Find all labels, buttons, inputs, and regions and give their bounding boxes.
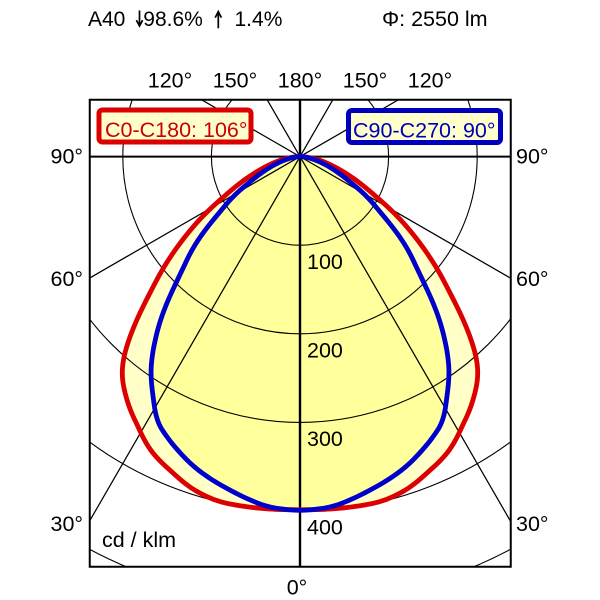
svg-text:150°: 150°	[213, 69, 257, 93]
svg-text:30°: 30°	[516, 512, 549, 536]
svg-text:98.6%: 98.6%	[143, 8, 203, 31]
svg-text:300: 300	[307, 427, 343, 451]
svg-text:200: 200	[307, 338, 343, 362]
svg-text:60°: 60°	[516, 267, 549, 291]
svg-text:A40: A40	[88, 8, 125, 31]
svg-text:cd / klm: cd / klm	[102, 528, 176, 552]
svg-text:0°: 0°	[287, 576, 308, 600]
svg-text:90°: 90°	[50, 145, 83, 169]
svg-text:150°: 150°	[343, 69, 387, 93]
svg-text:100: 100	[307, 250, 343, 274]
svg-text:C90-C270: 90°: C90-C270: 90°	[353, 119, 495, 143]
svg-text:90°: 90°	[516, 145, 549, 169]
svg-text:120°: 120°	[148, 69, 192, 93]
svg-text:30°: 30°	[50, 512, 83, 536]
svg-text:1.4%: 1.4%	[235, 8, 283, 31]
svg-text:180°: 180°	[278, 69, 322, 93]
svg-text:400: 400	[307, 516, 343, 540]
svg-text:60°: 60°	[50, 267, 83, 291]
svg-text:C0-C180: 106°: C0-C180: 106°	[105, 118, 247, 142]
svg-text:120°: 120°	[408, 69, 452, 93]
svg-text:Φ: 2550 lm: Φ: 2550 lm	[382, 7, 488, 31]
